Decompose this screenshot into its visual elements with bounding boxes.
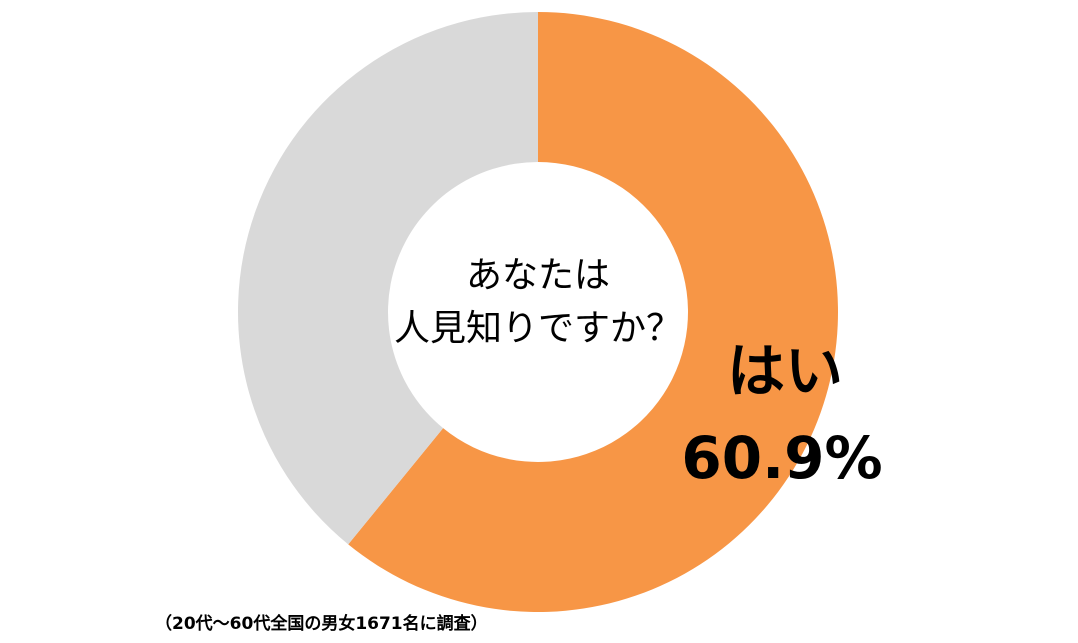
chart-title: 人見知りですか？ (394, 308, 682, 349)
wedge (237, 11, 538, 545)
footnote: （20代～60代全国の男女1671名に調査） (155, 613, 488, 634)
slice-label: はい (727, 337, 843, 405)
value-label: 60.9% (681, 424, 882, 492)
chart-title: あなたは (466, 255, 610, 296)
wedge (348, 12, 838, 612)
